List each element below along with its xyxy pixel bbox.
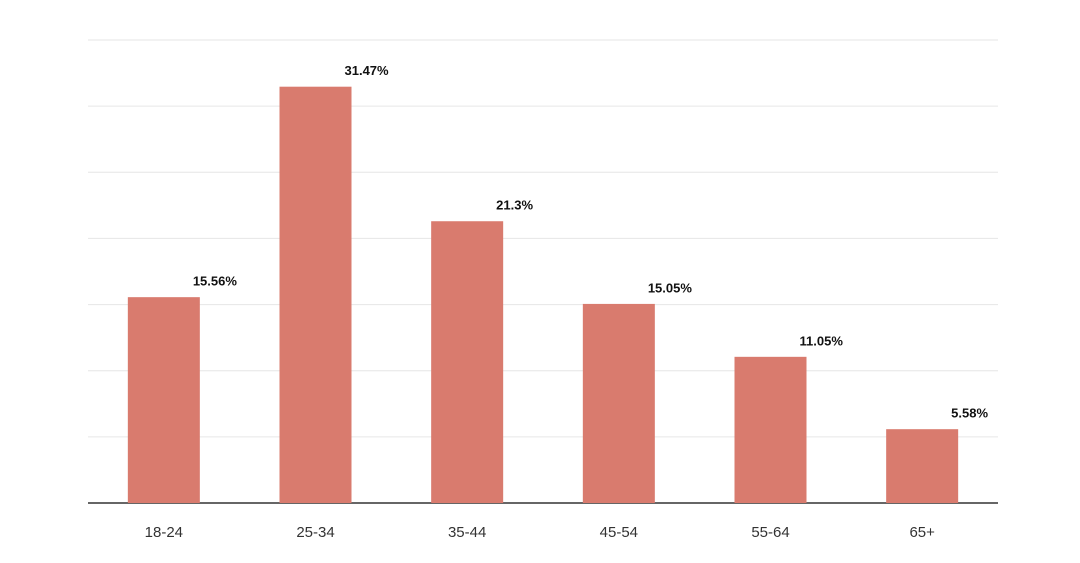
- bar: [431, 221, 504, 503]
- x-tick-label: 35-44: [448, 524, 486, 541]
- bar: [582, 303, 655, 503]
- bar: [734, 356, 807, 503]
- value-label: 11.05%: [800, 333, 844, 348]
- value-label: 15.56%: [193, 274, 238, 289]
- value-label: 21.3%: [496, 198, 533, 213]
- value-label: 15.05%: [648, 280, 693, 295]
- value-label: 31.47%: [345, 63, 390, 78]
- x-tick-label: 65+: [909, 524, 935, 541]
- x-tick-label: 25-34: [296, 524, 334, 541]
- x-tick-label: 55-64: [751, 524, 789, 541]
- x-tick-label: 18-24: [145, 524, 183, 541]
- bar: [127, 297, 200, 503]
- bar: [886, 429, 959, 503]
- value-label: 5.58%: [951, 406, 988, 421]
- bar: [279, 86, 352, 504]
- x-tick-label: 45-54: [600, 524, 638, 541]
